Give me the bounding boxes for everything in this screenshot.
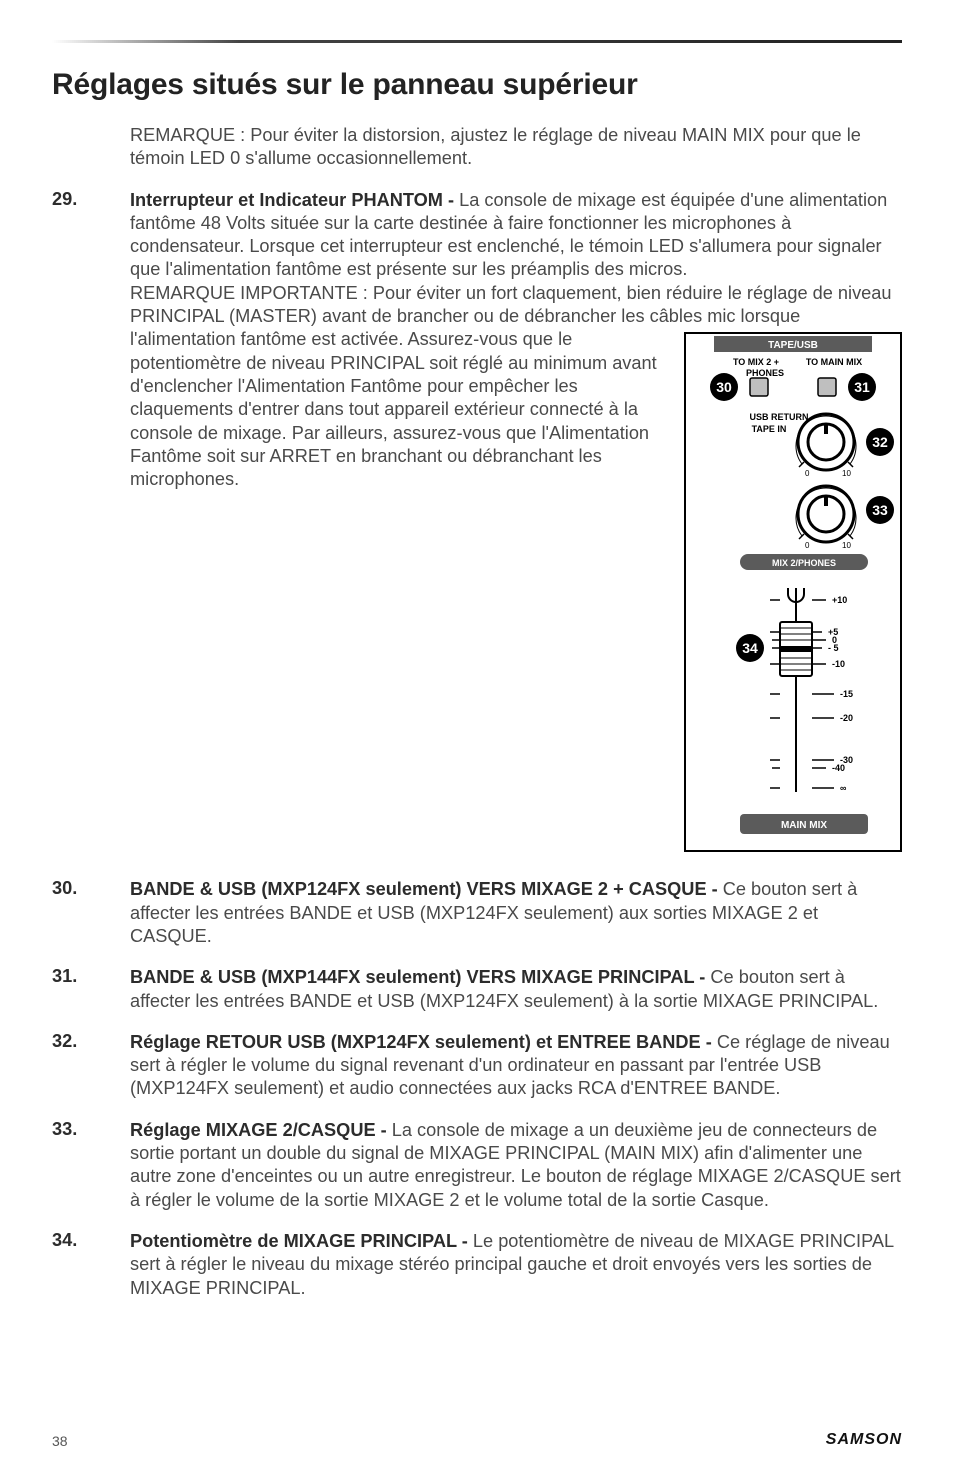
panel-figure: TAPE/USB TO MIX 2 + PHONES TO MAIN MIX 3… xyxy=(684,332,902,852)
item-33-lead: Réglage MIXAGE 2/CASQUE - xyxy=(130,1120,392,1140)
svg-text:-20: -20 xyxy=(840,713,853,723)
item-34-lead: Potentiomètre de MIXAGE PRINCIPAL - xyxy=(130,1231,473,1251)
svg-text:+10: +10 xyxy=(832,595,847,605)
item-34-body: Potentiomètre de MIXAGE PRINCIPAL - Le p… xyxy=(130,1230,902,1300)
brand-logo: SAMSON xyxy=(826,1431,902,1449)
knob32-max: 10 xyxy=(842,469,851,478)
item-32: 32. Réglage RETOUR USB (MXP124FX seuleme… xyxy=(52,1031,902,1101)
item-31-number: 31. xyxy=(52,966,130,1013)
knob33-max: 10 xyxy=(842,541,851,550)
item-29-after-postfigure: le potentiomètre de niveau PRINCIPAL soi… xyxy=(130,329,657,489)
item-32-lead: Réglage RETOUR USB (MXP124FX seulement) … xyxy=(130,1032,717,1052)
mix2-phones-label: MIX 2/PHONES xyxy=(772,558,836,568)
top-rule-gradient xyxy=(52,40,902,43)
to-mix2-label-line1: TO MIX 2 + xyxy=(733,357,779,367)
tape-usb-label: TAPE/USB xyxy=(768,340,818,351)
item-33: 33. Réglage MIXAGE 2/CASQUE - La console… xyxy=(52,1119,902,1212)
svg-text:-40: -40 xyxy=(832,763,845,773)
item-33-body: Réglage MIXAGE 2/CASQUE - La console de … xyxy=(130,1119,902,1212)
page: Réglages situés sur le panneau supérieur… xyxy=(0,0,954,1475)
tape-to-main-button[interactable] xyxy=(818,378,836,396)
item-32-number: 32. xyxy=(52,1031,130,1101)
callout-31: 31 xyxy=(854,379,870,395)
item-30: 30. BANDE & USB (MXP124FX seulement) VER… xyxy=(52,878,902,948)
svg-text:∞: ∞ xyxy=(840,783,847,793)
item-30-number: 30. xyxy=(52,878,130,948)
page-title: Réglages situés sur le panneau supérieur xyxy=(52,68,902,102)
item-30-lead: BANDE & USB (MXP124FX seulement) VERS MI… xyxy=(130,879,723,899)
page-footer: 38 SAMSON xyxy=(52,1431,902,1449)
item-31: 31. BANDE & USB (MXP144FX seulement) VER… xyxy=(52,966,902,1013)
item-34-number: 34. xyxy=(52,1230,130,1300)
knob32-min: 0 xyxy=(805,469,810,478)
to-main-label: TO MAIN MIX xyxy=(806,357,862,367)
callout-34: 34 xyxy=(742,640,758,656)
item-34: 34. Potentiomètre de MIXAGE PRINCIPAL - … xyxy=(52,1230,902,1300)
to-mix2-label-line2: PHONES xyxy=(746,368,784,378)
knob33-min: 0 xyxy=(805,541,810,550)
item-33-number: 33. xyxy=(52,1119,130,1212)
intro-note: REMARQUE : Pour éviter la distorsion, aj… xyxy=(130,124,902,171)
item-31-body: BANDE & USB (MXP144FX seulement) VERS MI… xyxy=(130,966,902,1013)
item-29-lead: Interrupteur et Indicateur PHANTOM - xyxy=(130,190,459,210)
item-29: 29. Interrupteur et Indicateur PHANTOM -… xyxy=(52,189,902,861)
item-32-body: Réglage RETOUR USB (MXP124FX seulement) … xyxy=(130,1031,902,1101)
callout-33: 33 xyxy=(872,502,888,518)
svg-text:-15: -15 xyxy=(840,689,853,699)
tape-to-mix2-button[interactable] xyxy=(750,378,768,396)
page-number: 38 xyxy=(52,1433,68,1449)
item-31-lead: BANDE & USB (MXP144FX seulement) VERS MI… xyxy=(130,967,710,987)
mix2-phones-knob[interactable] xyxy=(796,486,856,542)
main-mix-fader[interactable] xyxy=(780,622,812,676)
top-rule xyxy=(52,40,902,50)
item-30-body: BANDE & USB (MXP124FX seulement) VERS MI… xyxy=(130,878,902,948)
tape-in-label: TAPE IN xyxy=(752,424,787,434)
usb-return-label: USB RETURN xyxy=(749,412,808,422)
item-29-number: 29. xyxy=(52,189,130,861)
callout-30: 30 xyxy=(716,379,732,395)
main-mix-label: MAIN MIX xyxy=(781,820,827,831)
callout-32: 32 xyxy=(872,434,888,450)
svg-text:-10: -10 xyxy=(832,659,845,669)
svg-text:- 5: - 5 xyxy=(828,643,839,653)
item-29-body: Interrupteur et Indicateur PHANTOM - La … xyxy=(130,189,902,861)
usb-return-knob[interactable] xyxy=(796,414,856,470)
